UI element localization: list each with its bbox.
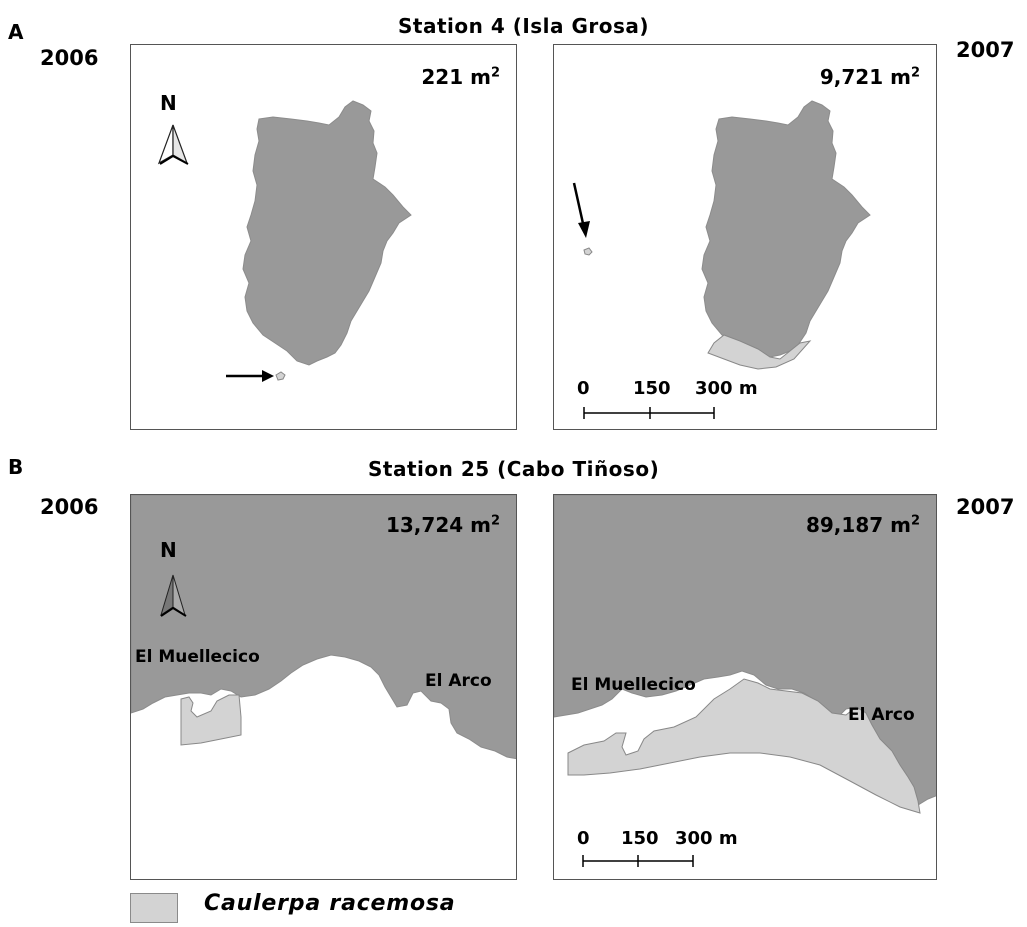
- arrow-shaft: [572, 182, 586, 229]
- place-label-el-arco: El Arco: [425, 671, 492, 691]
- place-label-el-muellecico: El Muellecico: [571, 675, 696, 695]
- map-station25-2007: 89,187 m2 El Muellecico El Arco 0 150 30…: [553, 494, 937, 880]
- scale-label-mid: 150: [621, 828, 659, 849]
- panel-b-year-2007: 2007: [956, 495, 1015, 519]
- panel-b-title: Station 25 (Cabo Tiñoso): [368, 457, 660, 481]
- map-station25-2007-drawing: [554, 495, 936, 867]
- area-label-station25-2007: 89,187 m2: [805, 513, 920, 537]
- caulerpa-patch-2007-small: [583, 247, 593, 256]
- map-station4-2006-drawing: [157, 100, 412, 382]
- legend-swatch-caulerpa: [130, 893, 178, 923]
- north-label: N: [160, 91, 177, 115]
- area-label-station4-2006: 221 m2: [421, 65, 500, 89]
- legend-label-caulerpa: Caulerpa racemosa: [204, 891, 456, 916]
- map-station25-2006: N 13,724 m2 El Muellecico El Arco: [130, 494, 517, 880]
- panel-a-year-2006: 2006: [40, 46, 99, 70]
- cabo-tinoso-coastline: [131, 495, 516, 760]
- area-label-station4-2007: 9,721 m2: [819, 65, 920, 89]
- north-label: N: [160, 538, 177, 562]
- isla-grosa-landmass: [242, 100, 412, 366]
- caulerpa-patch-2007: [707, 334, 812, 370]
- scale-bar: [582, 855, 694, 867]
- scale-label-end: 300 m: [695, 378, 758, 399]
- panel-a-title: Station 4 (Isla Grosa): [398, 14, 650, 38]
- panel-a-year-2007: 2007: [956, 38, 1015, 62]
- map-station4-2006: N 221 m2: [130, 44, 517, 430]
- arrow-head: [262, 370, 274, 382]
- scale-label-zero: 0: [577, 378, 590, 399]
- map-station25-2006-drawing: [131, 495, 516, 760]
- caulerpa-patch-b-2006: [180, 694, 242, 746]
- panel-a-letter: A: [8, 20, 24, 44]
- north-arrow-icon: [160, 574, 187, 617]
- panel-b-letter: B: [8, 455, 24, 479]
- place-label-el-muellecico: El Muellecico: [135, 647, 260, 667]
- scale-label-mid: 150: [633, 378, 671, 399]
- map-station4-2007: 9,721 m2 0 150 300 m: [553, 44, 937, 430]
- north-arrow-icon: [157, 124, 189, 165]
- scale-label-zero: 0: [577, 828, 590, 849]
- caulerpa-patch-b-2007: [567, 678, 921, 814]
- map-station4-2007-drawing: [572, 100, 871, 419]
- isla-grosa-landmass: [701, 100, 871, 358]
- scale-bar: [583, 407, 715, 419]
- panel-b-year-2006: 2006: [40, 495, 99, 519]
- arrow-head: [578, 221, 590, 238]
- place-label-el-arco: El Arco: [848, 705, 915, 725]
- scale-label-end: 300 m: [675, 828, 738, 849]
- area-label-station25-2006: 13,724 m2: [385, 513, 500, 537]
- caulerpa-patch-2006: [275, 371, 286, 381]
